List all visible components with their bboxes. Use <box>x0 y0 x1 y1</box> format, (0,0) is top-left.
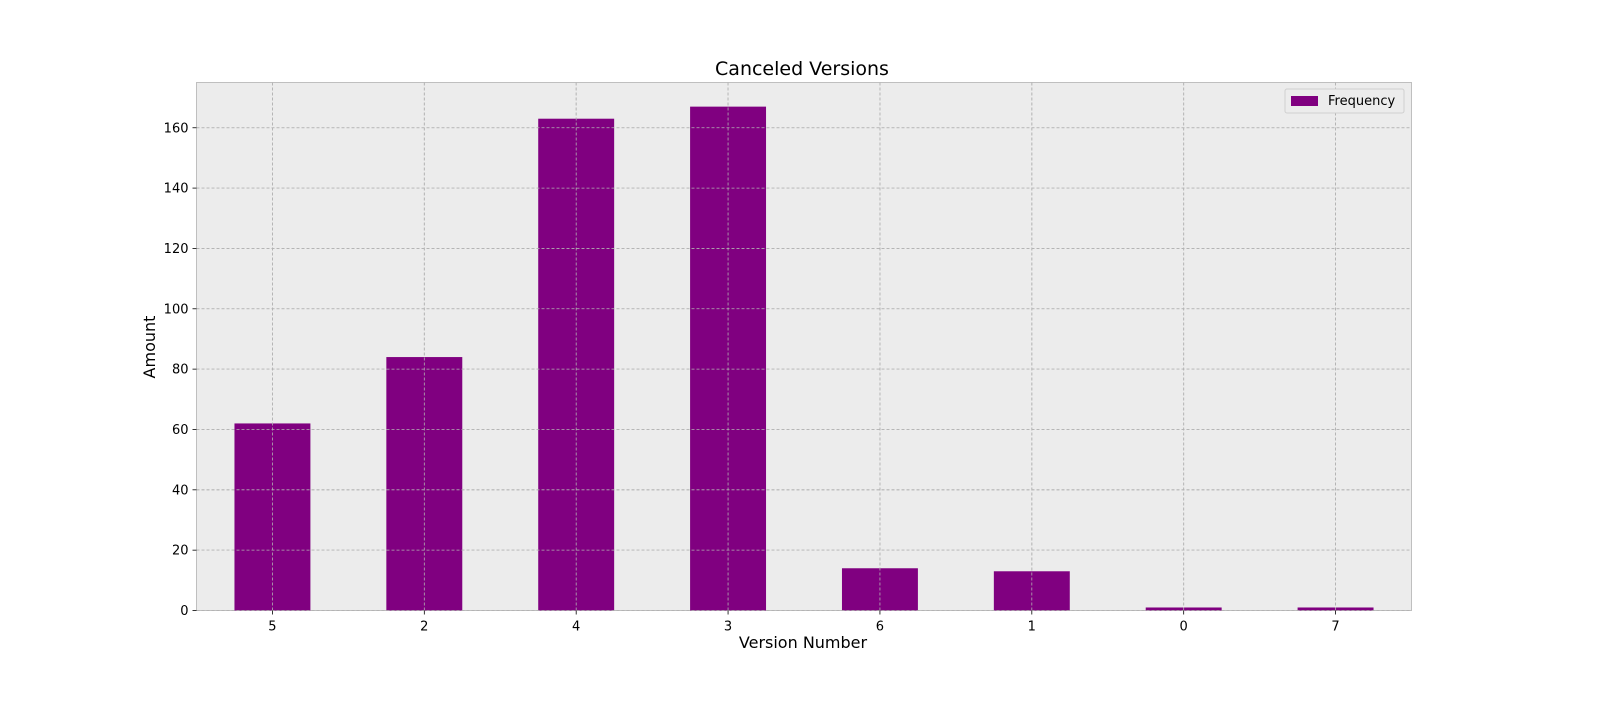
legend-label: Frequency <box>1328 94 1395 109</box>
y-tick-label: 140 <box>164 182 189 197</box>
x-tick-label: 0 <box>1180 620 1188 635</box>
y-tick-label: 100 <box>164 302 189 317</box>
chart-title: Canceled Versions <box>715 58 889 80</box>
legend-box <box>1284 88 1405 114</box>
y-tick-label: 80 <box>172 363 189 378</box>
x-tick-label: 3 <box>724 620 732 635</box>
y-tick-label: 120 <box>164 242 189 257</box>
x-tick-label: 6 <box>876 620 884 635</box>
bar-5 <box>234 423 311 611</box>
y-tick-label: 60 <box>172 423 189 438</box>
x-tick-label: 2 <box>420 620 428 635</box>
x-tick-label: 7 <box>1331 620 1339 635</box>
y-axis-label: Amount <box>140 316 159 379</box>
x-tick-label: 4 <box>572 620 580 635</box>
legend-swatch <box>1291 96 1318 106</box>
legend: Frequency <box>1284 88 1405 114</box>
grid-overlay <box>196 82 1412 611</box>
plot-area <box>196 82 1412 611</box>
y-tick-label: 20 <box>172 544 189 559</box>
y-tick-label: 160 <box>164 121 189 136</box>
x-tick-label: 1 <box>1028 620 1036 635</box>
y-axis: 0 20 40 60 80 100 120 140 160 <box>164 121 197 619</box>
x-tick-label: 5 <box>268 620 276 635</box>
x-axis-label: Version Number <box>739 633 868 652</box>
x-axis: 5 2 4 3 6 1 0 7 <box>268 610 1340 635</box>
y-tick-label: 0 <box>180 604 188 619</box>
y-tick-label: 40 <box>172 483 189 498</box>
